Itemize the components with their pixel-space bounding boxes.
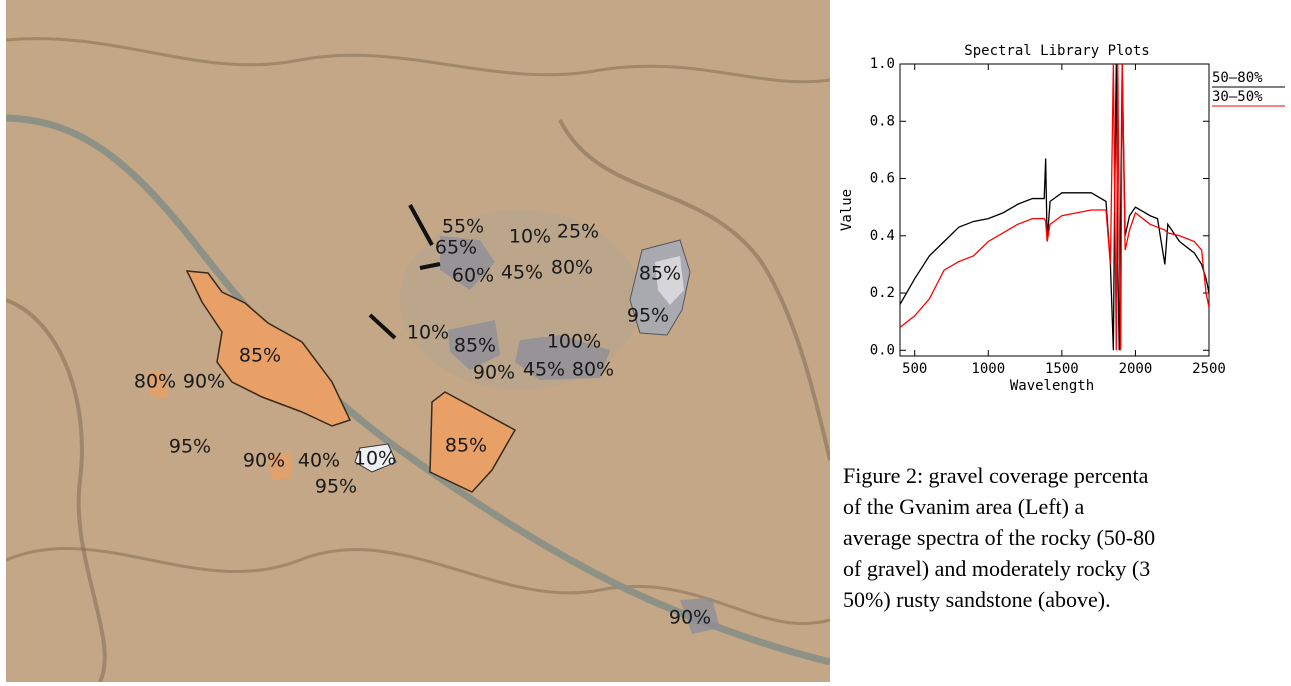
map-label: 85% bbox=[639, 263, 681, 285]
map-label: 90% bbox=[243, 450, 285, 472]
map-label: 60% bbox=[452, 265, 494, 287]
map-label: 80% bbox=[551, 257, 593, 279]
map-label: 10% bbox=[407, 322, 449, 344]
map-label: 85% bbox=[454, 335, 496, 357]
y-tick-label: 0.4 bbox=[870, 228, 895, 244]
map-label: 10% bbox=[509, 226, 551, 248]
y-tick-label: 0.6 bbox=[870, 171, 895, 187]
map-label: 65% bbox=[435, 237, 477, 259]
map-label: 40% bbox=[298, 450, 340, 472]
plot-lines bbox=[900, 64, 1209, 350]
caption-line: of the Gvanim area (Left) a bbox=[843, 494, 1084, 519]
x-tick-label: 1500 bbox=[1045, 361, 1079, 377]
x-tick-label: 1000 bbox=[971, 361, 1005, 377]
y-tick-label: 1.0 bbox=[870, 56, 895, 72]
y-tick-label: 0.8 bbox=[870, 113, 895, 129]
map-label: 45% bbox=[523, 359, 565, 381]
map-label: 95% bbox=[315, 476, 357, 498]
series-line bbox=[900, 64, 1209, 350]
y-axis-label: Value bbox=[839, 189, 855, 231]
plot-frame bbox=[900, 64, 1209, 356]
legend-label: 50–80% bbox=[1212, 70, 1263, 86]
legend-label: 30–50% bbox=[1212, 89, 1263, 105]
chart-title: Spectral Library Plots bbox=[964, 43, 1149, 59]
map-label: 45% bbox=[501, 262, 543, 284]
page: {"map": {"labels": ["55%", "65%", "10%",… bbox=[0, 0, 1291, 682]
satellite-map: 55%65%10%25%60%45%80%85%95%10%85%100%90%… bbox=[6, 0, 830, 682]
x-tick-label: 500 bbox=[902, 361, 927, 377]
map-label: 95% bbox=[169, 436, 211, 458]
map-label: 10% bbox=[354, 448, 396, 470]
y-tick-label: 0.0 bbox=[870, 342, 895, 358]
y-tick-label: 0.2 bbox=[870, 285, 895, 301]
caption: Figure 2: gravel coverage percenta of the… bbox=[843, 463, 1155, 612]
map-label: 25% bbox=[557, 221, 599, 243]
map-label: 55% bbox=[442, 216, 484, 238]
map-label: 95% bbox=[627, 305, 669, 327]
map-label: 80% bbox=[572, 359, 614, 381]
caption-line: of gravel) and moderately rocky (3 bbox=[843, 556, 1150, 581]
x-axis-label: Wavelength bbox=[1010, 378, 1094, 394]
caption-line: Figure 2: gravel coverage percenta bbox=[843, 463, 1149, 488]
caption-line: 50%) rusty sandstone (above). bbox=[843, 587, 1111, 612]
x-tick-label: 2500 bbox=[1192, 361, 1226, 377]
map-label: 90% bbox=[183, 371, 225, 393]
map-label: 90% bbox=[473, 362, 515, 384]
map-label: 80% bbox=[134, 371, 176, 393]
map-label: 90% bbox=[669, 607, 711, 629]
map-label: 85% bbox=[445, 435, 487, 457]
x-tick-label: 2000 bbox=[1119, 361, 1153, 377]
map-label: 100% bbox=[547, 331, 601, 353]
series-line bbox=[900, 64, 1209, 350]
caption-line: average spectra of the rocky (50-80 bbox=[843, 525, 1155, 550]
figure: 55%65%10%25%60%45%80%85%95%10%85%100%90%… bbox=[0, 0, 1291, 682]
map-label: 85% bbox=[239, 345, 281, 367]
spectral-chart: Spectral Library Plots Wavelength Value … bbox=[839, 43, 1285, 394]
